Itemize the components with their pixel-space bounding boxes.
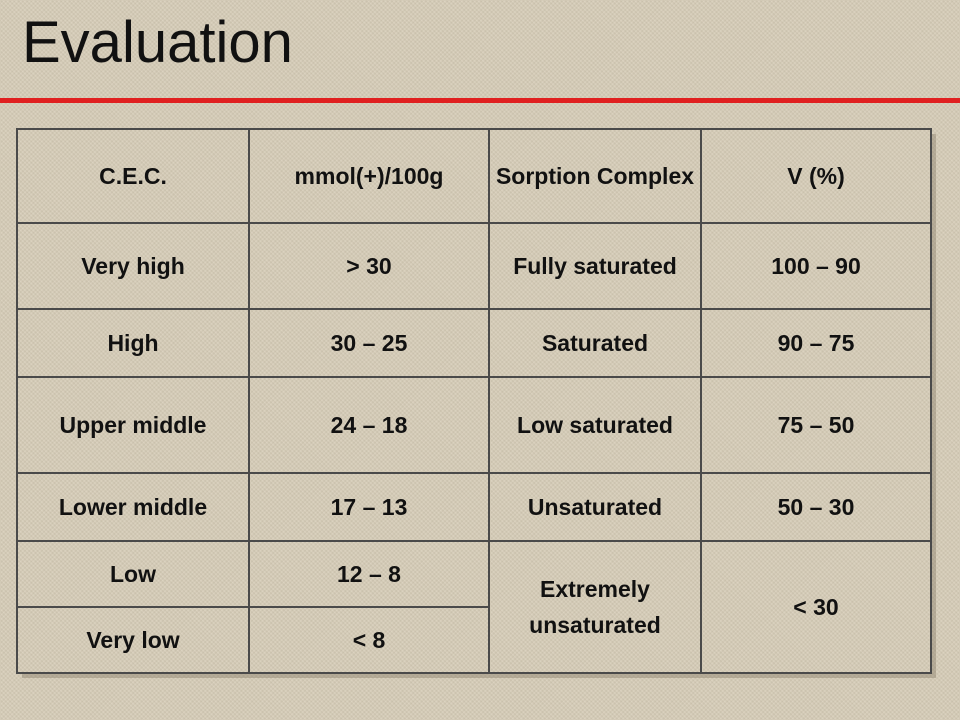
cec-value: > 30 [248,222,490,310]
cec-value: 12 – 8 [248,540,490,608]
cec-class: Low [16,540,250,608]
sorption-class: Extremely unsaturated [488,540,702,674]
cec-value: 24 – 18 [248,376,490,474]
sorption-class: Low saturated [488,376,702,474]
header-v-percent: V (%) [700,128,932,224]
cec-value: < 8 [248,606,490,674]
cec-class: Upper middle [16,376,250,474]
header-sorption-complex: Sorption Complex [488,128,702,224]
table-header-row: C.E.C. mmol(+)/100g Sorption Complex V (… [16,128,932,224]
evaluation-table: C.E.C. mmol(+)/100g Sorption Complex V (… [16,128,932,674]
cec-class: Very high [16,222,250,310]
cec-value: 17 – 13 [248,472,490,542]
table-row: Very low < 8 [16,606,931,674]
table-row: Very high > 30 Fully saturated 100 – 90 [16,222,932,310]
header-cec: C.E.C. [16,128,250,224]
v-value: 90 – 75 [700,308,932,378]
title-divider [0,98,960,103]
cec-class: High [16,308,250,378]
table-row: High 30 – 25 Saturated 90 – 75 [16,308,932,378]
v-value: < 30 [700,540,932,674]
table-row: Low 12 – 8 Extremely unsaturated < 30 [16,540,932,674]
sorption-class: Unsaturated [488,472,702,542]
slide-title: Evaluation [22,10,293,75]
table-row: Upper middle 24 – 18 Low saturated 75 – … [16,376,932,474]
header-mmol: mmol(+)/100g [248,128,490,224]
table-container: C.E.C. mmol(+)/100g Sorption Complex V (… [16,128,932,674]
v-value: 50 – 30 [700,472,932,542]
cec-class: Very low [16,606,250,674]
sorption-class: Fully saturated [488,222,702,310]
sorption-class: Saturated [488,308,702,378]
v-value: 100 – 90 [700,222,932,310]
table-row: Lower middle 17 – 13 Unsaturated 50 – 30 [16,472,932,542]
cec-class: Lower middle [16,472,250,542]
cec-value: 30 – 25 [248,308,490,378]
v-value: 75 – 50 [700,376,932,474]
